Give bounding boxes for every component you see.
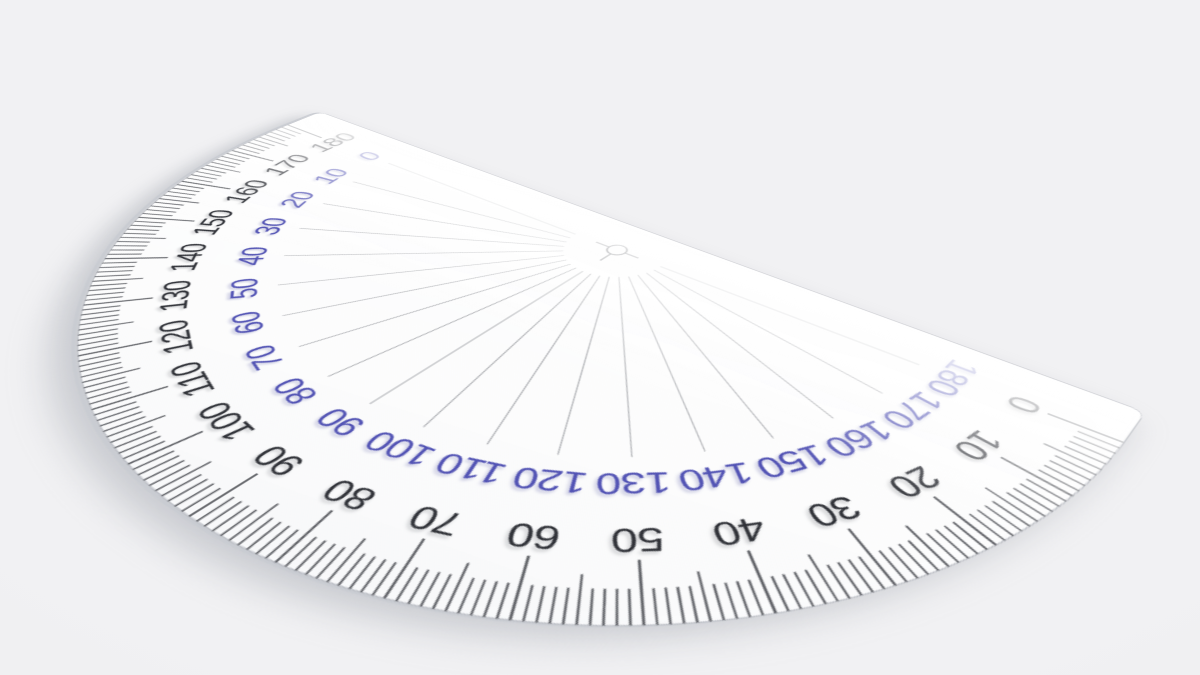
protractor-3d-object: 1801701601501401301201101009080706050403… bbox=[0, 101, 1200, 675]
outer-scale-label: 130 bbox=[152, 279, 200, 314]
top-light-washout bbox=[134, 138, 933, 475]
outer-scale-label: 60 bbox=[503, 515, 565, 557]
protractor-svg: 1801701601501401301201101009080706050403… bbox=[0, 101, 1200, 675]
inner-scale-label: 40 bbox=[229, 247, 277, 266]
inner-scale-label: 50 bbox=[223, 277, 267, 301]
inner-scale-label: 120 bbox=[509, 460, 592, 499]
inner-scale-label: 130 bbox=[596, 465, 673, 500]
outer-scale-label: 50 bbox=[611, 520, 666, 559]
